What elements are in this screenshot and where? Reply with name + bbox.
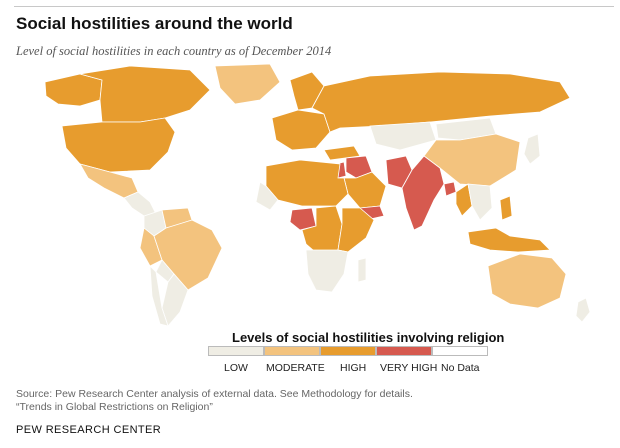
region-western-sahara — [255, 181, 279, 211]
region-saudi-arabia — [343, 171, 387, 209]
region-north-africa — [265, 159, 349, 207]
region-southern-africa — [305, 249, 349, 293]
top-divider — [14, 6, 614, 7]
legend-swatch-very-high — [376, 346, 432, 356]
legend-swatch-moderate — [264, 346, 320, 356]
region-central-america — [123, 191, 157, 217]
region-kazakhstan — [369, 121, 437, 151]
region-greenland — [214, 63, 281, 105]
source-note: Source: Pew Research Center analysis of … — [16, 388, 413, 414]
chart-subtitle: Level of social hostilities in each coun… — [16, 44, 332, 58]
region-myanmar — [455, 183, 473, 217]
legend-swatch-low — [208, 346, 264, 356]
source-line-1: Source: Pew Research Center analysis of … — [16, 388, 413, 400]
region-western-europe — [271, 109, 331, 151]
legend-label-high: HIGH — [340, 362, 367, 374]
region-peru — [139, 227, 163, 267]
region-india — [401, 155, 445, 231]
region-united-states — [61, 117, 176, 173]
region-east-africa — [337, 207, 375, 253]
legend-swatch-high — [320, 346, 376, 356]
legend-label-low: LOW — [224, 362, 248, 374]
legend-label-moderate: MODERATE — [266, 362, 325, 374]
chart-title: Social hostilities around the world — [16, 14, 293, 33]
region-turkey — [323, 145, 361, 161]
region-philippines — [499, 195, 513, 221]
source-line-2: “Trends in Global Restrictions on Religi… — [16, 401, 213, 413]
region-southeast-asia — [467, 183, 493, 221]
region-australia — [487, 253, 567, 309]
region-bangladesh — [443, 181, 457, 197]
legend-title: Levels of social hostilities involving r… — [232, 330, 505, 345]
region-alaska — [44, 73, 103, 107]
legend-swatch-no-data — [432, 346, 488, 356]
region-indonesia — [467, 227, 551, 253]
region-russia — [311, 71, 571, 133]
legend-label-no-data: No Data — [441, 362, 480, 374]
region-madagascar — [357, 257, 367, 283]
region-chile — [149, 264, 169, 327]
legend-labels: LOW MODERATE HIGH VERY HIGH No Data — [0, 362, 620, 376]
region-brazil — [153, 219, 223, 291]
legend-label-very-high: VERY HIGH — [380, 362, 438, 374]
legend-bar — [208, 346, 488, 356]
footer-brand: PEW RESEARCH CENTER — [16, 424, 162, 436]
region-new-zealand — [575, 297, 591, 323]
world-map — [44, 63, 591, 327]
region-japan — [523, 133, 541, 165]
